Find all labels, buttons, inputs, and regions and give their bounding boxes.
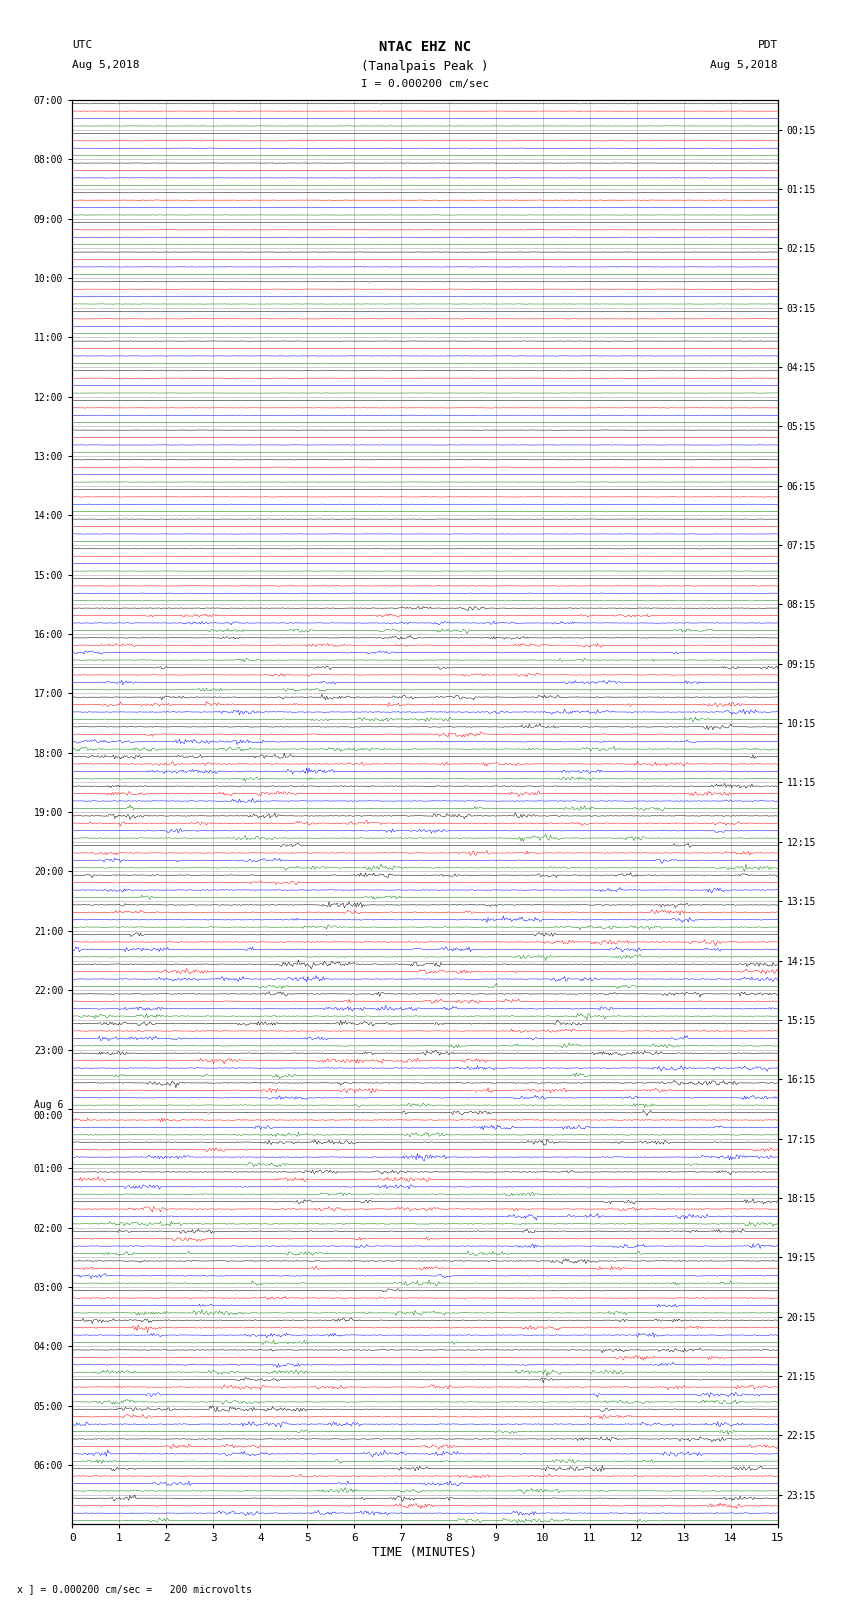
Text: I = 0.000200 cm/sec: I = 0.000200 cm/sec xyxy=(361,79,489,89)
Text: Aug 5,2018: Aug 5,2018 xyxy=(711,60,778,69)
X-axis label: TIME (MINUTES): TIME (MINUTES) xyxy=(372,1547,478,1560)
Text: (Tanalpais Peak ): (Tanalpais Peak ) xyxy=(361,60,489,73)
Text: UTC: UTC xyxy=(72,40,93,50)
Text: NTAC EHZ NC: NTAC EHZ NC xyxy=(379,40,471,55)
Text: x ] = 0.000200 cm/sec =   200 microvolts: x ] = 0.000200 cm/sec = 200 microvolts xyxy=(17,1584,252,1594)
Text: PDT: PDT xyxy=(757,40,778,50)
Text: Aug 5,2018: Aug 5,2018 xyxy=(72,60,139,69)
